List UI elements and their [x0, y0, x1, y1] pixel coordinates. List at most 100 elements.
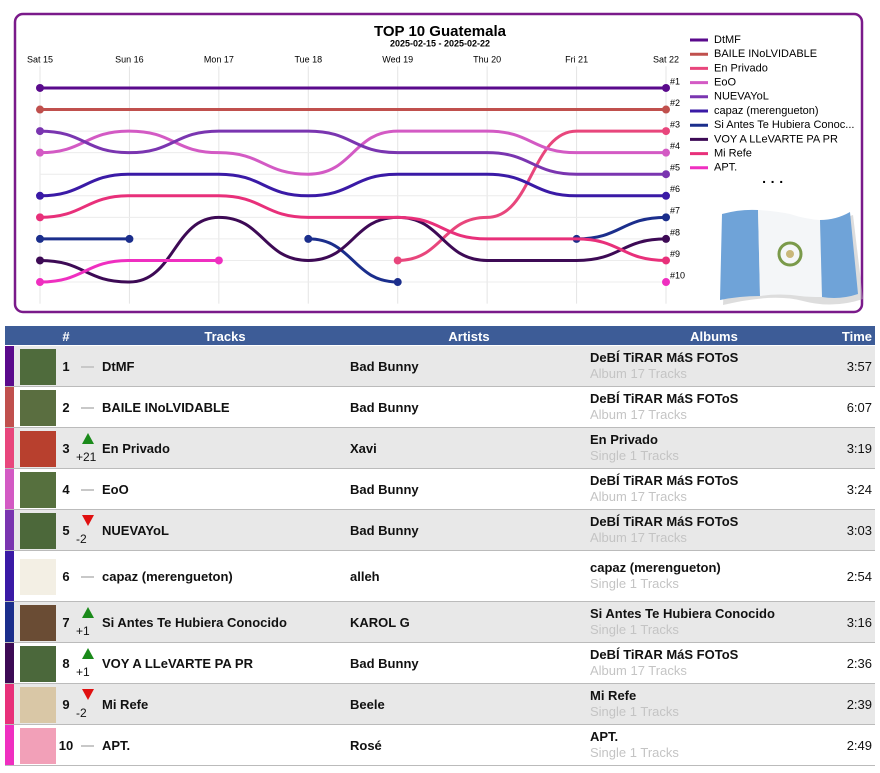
y-tick-label: #1 [670, 76, 680, 86]
album-info: Single 1 Tracks [590, 447, 679, 463]
track-time: 6:07 [846, 399, 872, 415]
y-tick-label: #6 [670, 184, 680, 194]
y-tick-label: #3 [670, 119, 680, 129]
y-tick-label: #8 [670, 227, 680, 237]
table-row [5, 602, 875, 643]
rank-dot [125, 234, 134, 243]
flag [720, 209, 863, 305]
artist-name: Bad Bunny [350, 655, 419, 671]
rank: 5 [62, 522, 70, 538]
row-color-strip [5, 346, 14, 386]
track-name: BAILE INoLVIDABLE [102, 399, 230, 415]
table-row [5, 428, 875, 469]
artist-name: KAROL G [350, 614, 410, 630]
rank-same [81, 744, 94, 747]
album-info: Album 17 Tracks [590, 662, 687, 678]
album-info: Album 17 Tracks [590, 529, 687, 545]
rank-line [38, 129, 668, 176]
row-color-strip [5, 510, 14, 550]
column-header: Time [841, 329, 872, 344]
x-tick-label: Fri 21 [565, 54, 588, 64]
rank-dot [304, 234, 313, 243]
rank-dot [662, 234, 670, 243]
row-color-strip [5, 602, 14, 642]
y-tick-label: #2 [670, 98, 680, 108]
album-title: Si Antes Te Hubiera Conocido [590, 605, 775, 621]
track-name: NUEVAYoL [102, 522, 169, 538]
rank: 8 [62, 655, 70, 671]
rank-dot [36, 105, 44, 114]
artist-name: alleh [350, 568, 380, 584]
legend-label: APT. [714, 162, 737, 174]
rank-dot [36, 234, 44, 243]
album-title: APT. [590, 728, 619, 744]
album-thumbnail [20, 686, 56, 723]
album-title: capaz (merengueton) [590, 559, 721, 575]
rank-same [81, 488, 94, 491]
album-title: DeBÍ TiRAR MáS FOToS [590, 390, 739, 406]
artist-name: Xavi [350, 440, 377, 456]
artist-name: Rosé [350, 737, 382, 753]
album-thumbnail [20, 604, 56, 641]
album-thumbnail [20, 471, 56, 508]
rank: 2 [62, 399, 70, 415]
legend-label: BAILE INoLVIDABLE [714, 48, 817, 60]
album-info: Single 1 Tracks [590, 703, 679, 719]
chart: TOP 10 Guatemala 2025-02-15 - 2025-02-22… [13, 12, 864, 314]
track-time: 3:24 [846, 481, 872, 497]
rank-down-arrow [82, 514, 94, 526]
row-color-strip [5, 469, 14, 509]
x-tick-label: Thu 20 [473, 54, 501, 64]
rank-dot [662, 127, 670, 136]
rank: 9 [62, 696, 70, 712]
legend-more: · · · [762, 174, 784, 190]
track-name: En Privado [102, 440, 170, 456]
x-tick-label: Sat 15 [27, 54, 53, 64]
table-header [5, 326, 875, 345]
x-tick-label: Sat 22 [653, 54, 679, 64]
track-time: 3:19 [846, 440, 872, 456]
rank-line [38, 172, 668, 198]
rank-dot [214, 256, 223, 265]
legend-label: DtMF [714, 34, 741, 46]
track-time: 3:16 [846, 614, 872, 630]
artist-name: Beele [350, 696, 385, 712]
track-name: Mi Refe [102, 696, 149, 712]
y-tick-label: #9 [670, 249, 680, 259]
album-info: Single 1 Tracks [590, 621, 679, 637]
rank: 6 [62, 568, 70, 584]
album-info: Album 17 Tracks [590, 488, 687, 504]
x-tick-label: Tue 18 [294, 54, 322, 64]
table-row [5, 643, 875, 684]
rank-dot [662, 278, 670, 287]
artist-name: Bad Bunny [350, 522, 419, 538]
rank-dot [662, 148, 670, 157]
rank-dot [662, 256, 670, 265]
x-tick-label: Mon 17 [204, 54, 234, 64]
rank-change: -2 [76, 531, 87, 546]
album-title: En Privado [590, 431, 658, 447]
track-time: 3:57 [846, 358, 872, 374]
track-time: 2:54 [846, 568, 872, 584]
album-title: DeBÍ TiRAR MáS FOToS [590, 349, 739, 365]
rank-dot [662, 83, 670, 92]
rank: 3 [62, 440, 70, 456]
legend-label: NUEVAYoL [714, 91, 769, 103]
rank-dot [36, 278, 44, 287]
y-tick-label: #7 [670, 206, 680, 216]
row-color-strip [5, 551, 14, 601]
album-thumbnail [20, 558, 56, 595]
rank-line [38, 215, 668, 284]
track-name: DtMF [102, 358, 135, 374]
rank-dot [662, 105, 670, 114]
column-header: Artists [448, 329, 490, 344]
x-tick-label: Sun 16 [115, 54, 144, 64]
rank-dot [393, 278, 402, 287]
track-name: EoO [102, 481, 129, 497]
y-tick-label: #4 [670, 141, 680, 151]
row-color-strip [5, 428, 14, 468]
rank-dot [36, 148, 44, 157]
legend-label: capaz (merengueton) [714, 105, 819, 117]
row-color-strip [5, 643, 14, 683]
